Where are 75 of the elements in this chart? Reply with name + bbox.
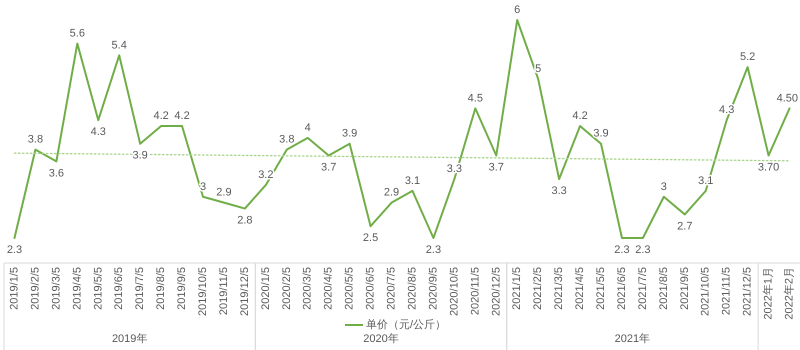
data-label: 3.1 — [404, 174, 420, 187]
x-tick-label: 2020/5/5 — [344, 267, 356, 310]
x-tick-label: 2019/11/5 — [218, 267, 230, 316]
x-tick-label: 2022年1月 — [762, 267, 775, 320]
x-tick-label: 2019/6/5 — [113, 267, 126, 310]
data-label: 3.6 — [48, 167, 64, 180]
data-label: 2.3 — [614, 244, 630, 256]
x-tick-label: 2019/12/5 — [238, 267, 251, 316]
x-tick-label: 2019/5/5 — [92, 267, 104, 310]
x-tick-label: 2021/10/5 — [700, 267, 712, 316]
text: 2019年 — [112, 333, 148, 345]
x-tick-label: 2020/7/5 — [386, 267, 398, 310]
data-label: 2.7 — [677, 220, 692, 232]
x-tick-label: 2021/1/5 — [511, 267, 524, 310]
data-label: 2.3 — [426, 244, 442, 256]
data-label: 4 — [304, 122, 311, 134]
x-tick-label: 2021/4/5 — [574, 267, 586, 310]
data-label: 2.3 — [6, 244, 22, 256]
x-tick-label: 2021/9/5 — [678, 267, 691, 310]
data-label: 3.3 — [551, 185, 567, 198]
x-tick-label: 2020/3/5 — [302, 267, 314, 310]
x-tick-label: 2020/6/5 — [364, 267, 377, 310]
data-label: 4.2 — [153, 110, 169, 122]
text: 2021年 — [614, 333, 650, 345]
data-label: 2.5 — [362, 232, 378, 244]
data-label: 4.50 — [776, 92, 798, 104]
x-tick-label: 2021/7/5 — [636, 267, 649, 310]
x-tick-label: 2021/11/5 — [720, 267, 733, 316]
x-tick-label: 2022年2月 — [784, 267, 796, 320]
x-tick-label: 2019/10/5 — [197, 267, 209, 316]
x-tick-label: 2021/8/5 — [658, 267, 670, 310]
x-tick-label: 2020/12/5 — [490, 267, 502, 316]
x-tick-label: 2020/4/5 — [322, 267, 335, 310]
data-label: 4.2 — [174, 110, 190, 122]
data-label: 5 — [535, 62, 542, 75]
x-tick-label: 2021/6/5 — [616, 267, 628, 310]
x-tick-label: 2020/11/5 — [469, 267, 482, 316]
x-tick-label: 2019/3/5 — [50, 267, 62, 310]
data-label: 2.3 — [635, 244, 651, 256]
x-tick-label: 2021/2/5 — [532, 267, 544, 310]
x-tick-label: 2019/2/5 — [29, 267, 42, 310]
x-tick-label: 2020/2/5 — [280, 267, 293, 310]
x-tick-label: 2019/1/5 — [8, 267, 20, 310]
data-label: 5.6 — [70, 28, 85, 40]
data-label: 4.2 — [572, 110, 588, 122]
data-label: 3.8 — [28, 134, 44, 146]
data-label: 3 — [200, 180, 206, 193]
x-tick-label: 2020/9/5 — [427, 267, 440, 310]
data-label: 6 — [514, 4, 520, 16]
data-label: 3 — [660, 180, 667, 193]
x-tick-label: 2019/7/5 — [134, 267, 146, 310]
data-label: 3.8 — [279, 134, 294, 146]
x-tick-label: 2021/5/5 — [595, 267, 607, 310]
data-label: 4.5 — [468, 92, 483, 104]
data-label: 2.9 — [384, 186, 400, 199]
x-tick-label: 2021/12/5 — [742, 267, 754, 316]
data-label: 3.9 — [342, 128, 358, 140]
text: 2020年 — [363, 333, 399, 345]
data-label: 2.9 — [216, 186, 232, 199]
data-label: 3.70 — [758, 162, 780, 174]
x-tick-label: 2020/10/5 — [448, 267, 460, 316]
x-tick-label: 2020/1/5 — [260, 267, 272, 310]
x-tick-label: 2019/4/5 — [71, 267, 84, 310]
data-label: 3.7 — [321, 162, 336, 174]
data-label: 4.3 — [90, 126, 106, 138]
data-label: 3.7 — [488, 162, 504, 174]
x-tick-label: 2021/3/5 — [553, 267, 566, 310]
x-tick-label: 2019/9/5 — [176, 267, 188, 310]
x-tick-label: 2019/8/5 — [155, 267, 168, 310]
data-label: 5.2 — [740, 51, 756, 64]
x-tick-label: 2020/8/5 — [406, 267, 418, 310]
data-label: 3.9 — [593, 128, 609, 140]
legend-label: 单价（元/公斤） — [366, 318, 446, 331]
data-label: 2.8 — [237, 214, 253, 227]
data-label: 5.4 — [112, 39, 127, 52]
